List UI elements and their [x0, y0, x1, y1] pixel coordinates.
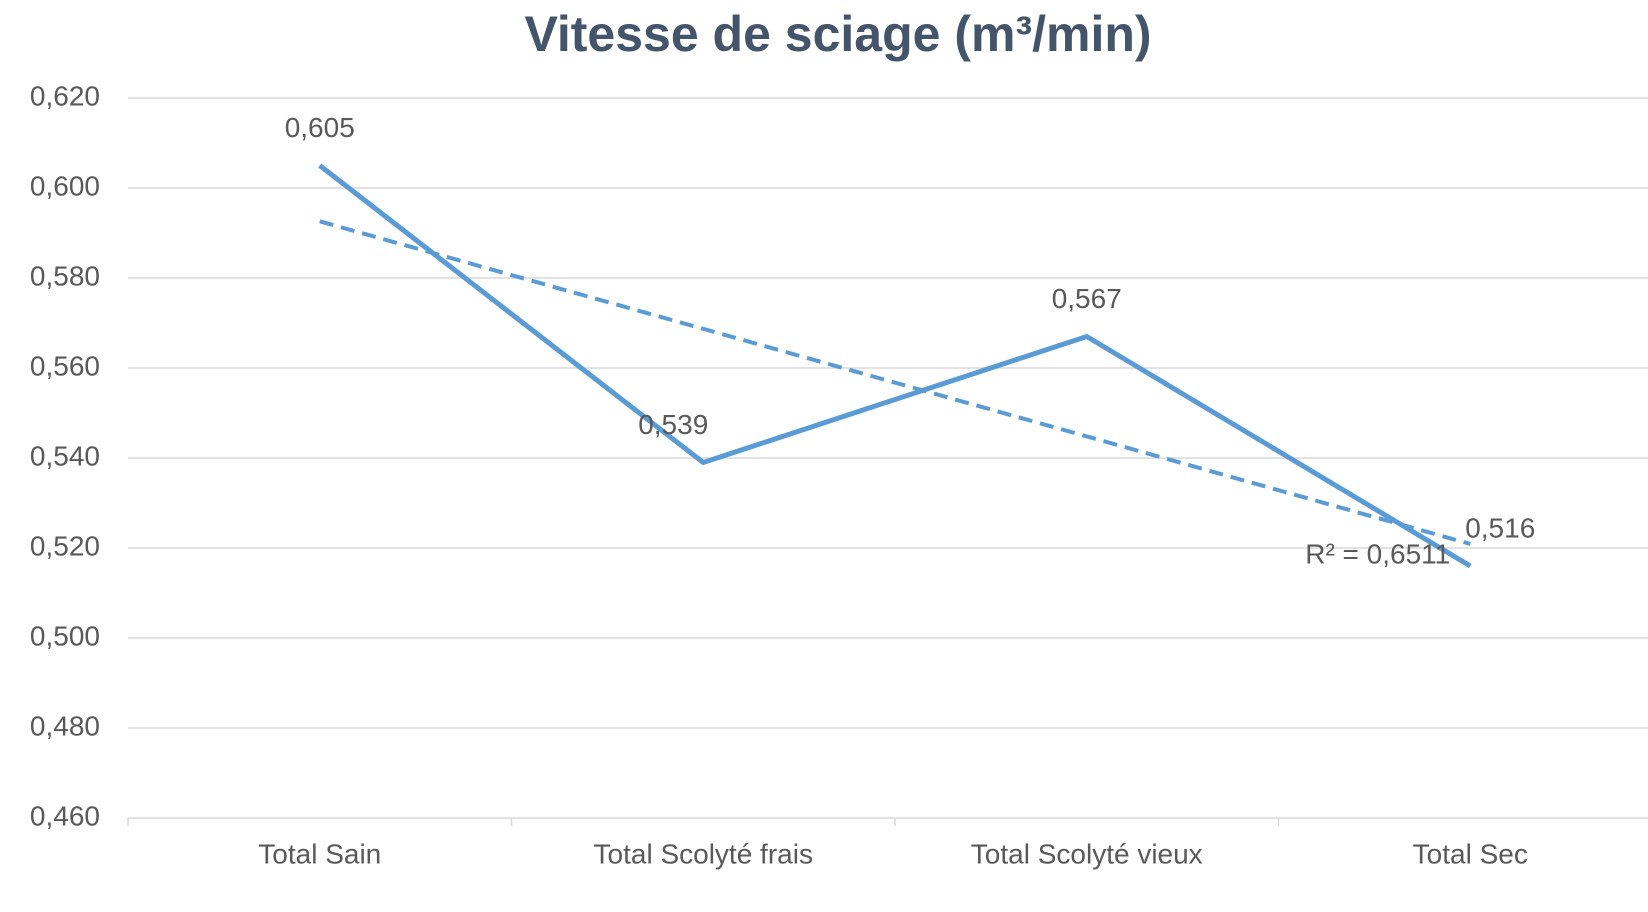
y-tick-label: 0,560: [30, 350, 100, 381]
data-line: [318, 163, 1472, 569]
x-tick-label: Total Sain: [258, 838, 381, 869]
data-label: 0,605: [285, 112, 355, 143]
y-tick-label: 0,620: [30, 80, 100, 111]
y-tick-label: 0,460: [30, 800, 100, 831]
trendline: [319, 219, 1471, 546]
x-tick-label: Total Scolyté frais: [594, 838, 813, 869]
y-tick-label: 0,500: [30, 620, 100, 651]
y-tick-label: 0,480: [30, 710, 100, 741]
data-label: 0,516: [1465, 512, 1535, 543]
y-tick-label: 0,520: [30, 530, 100, 561]
trendline-label: R² = 0,6511: [1305, 538, 1450, 569]
data-label: 0,539: [638, 409, 708, 440]
y-tick-label: 0,580: [30, 260, 100, 291]
x-tick-label: Total Sec: [1413, 838, 1528, 869]
y-tick-label: 0,540: [30, 440, 100, 471]
chart-title: Vitesse de sciage (m³/min): [524, 6, 1151, 62]
x-tick-label: Total Scolyté vieux: [971, 838, 1203, 869]
data-label: 0,567: [1052, 283, 1122, 314]
y-tick-label: 0,600: [30, 170, 100, 201]
